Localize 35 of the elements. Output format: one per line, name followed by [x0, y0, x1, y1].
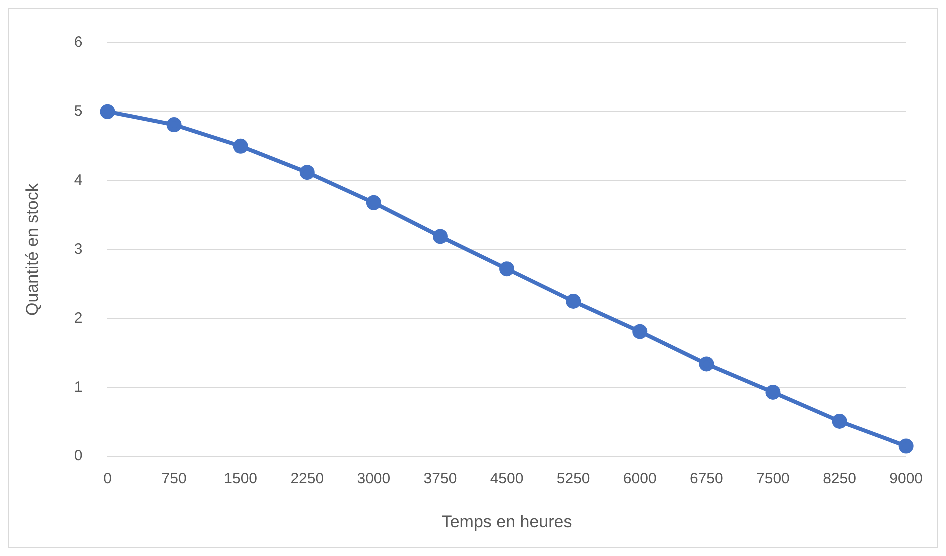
y-tick-label: 0	[74, 448, 83, 465]
x-tick-label: 3000	[357, 470, 391, 488]
point	[898, 438, 914, 454]
point	[566, 294, 582, 309]
y-tick-label: 5	[74, 103, 83, 120]
y-tick-label: 1	[74, 378, 83, 396]
y-tick-label: 3	[74, 240, 83, 258]
x-tick-label: 6750	[690, 470, 724, 488]
point	[100, 104, 116, 120]
point	[766, 384, 781, 400]
point	[366, 195, 382, 210]
y-tick-label: 2	[74, 310, 83, 327]
point	[632, 324, 648, 340]
point	[233, 138, 248, 154]
x-tick-label: 3750	[424, 470, 458, 488]
x-tick-label: 2250	[290, 470, 324, 488]
point	[166, 118, 182, 133]
x-tick-label: 1500	[224, 470, 258, 488]
x-tick-label: 0	[104, 470, 112, 488]
x-axis-title: Temps en heures	[442, 512, 572, 532]
x-tick-label: 5250	[556, 470, 590, 488]
point	[699, 356, 714, 372]
x-tick-label: 6000	[623, 470, 657, 488]
x-tick-label: 8250	[823, 470, 856, 488]
x-tick-label: 7500	[756, 470, 790, 488]
point	[432, 229, 448, 244]
y-tick-label: 4	[74, 172, 83, 190]
point	[500, 262, 515, 277]
x-tick-label: 4500	[490, 470, 524, 488]
x-tick-label: 750	[162, 470, 187, 488]
y-tick-label: 6	[74, 34, 83, 52]
y-axis-title: Quantité en stock	[22, 183, 42, 316]
x-tick-label: 9000	[890, 470, 924, 488]
point	[832, 414, 848, 429]
point	[300, 165, 315, 180]
